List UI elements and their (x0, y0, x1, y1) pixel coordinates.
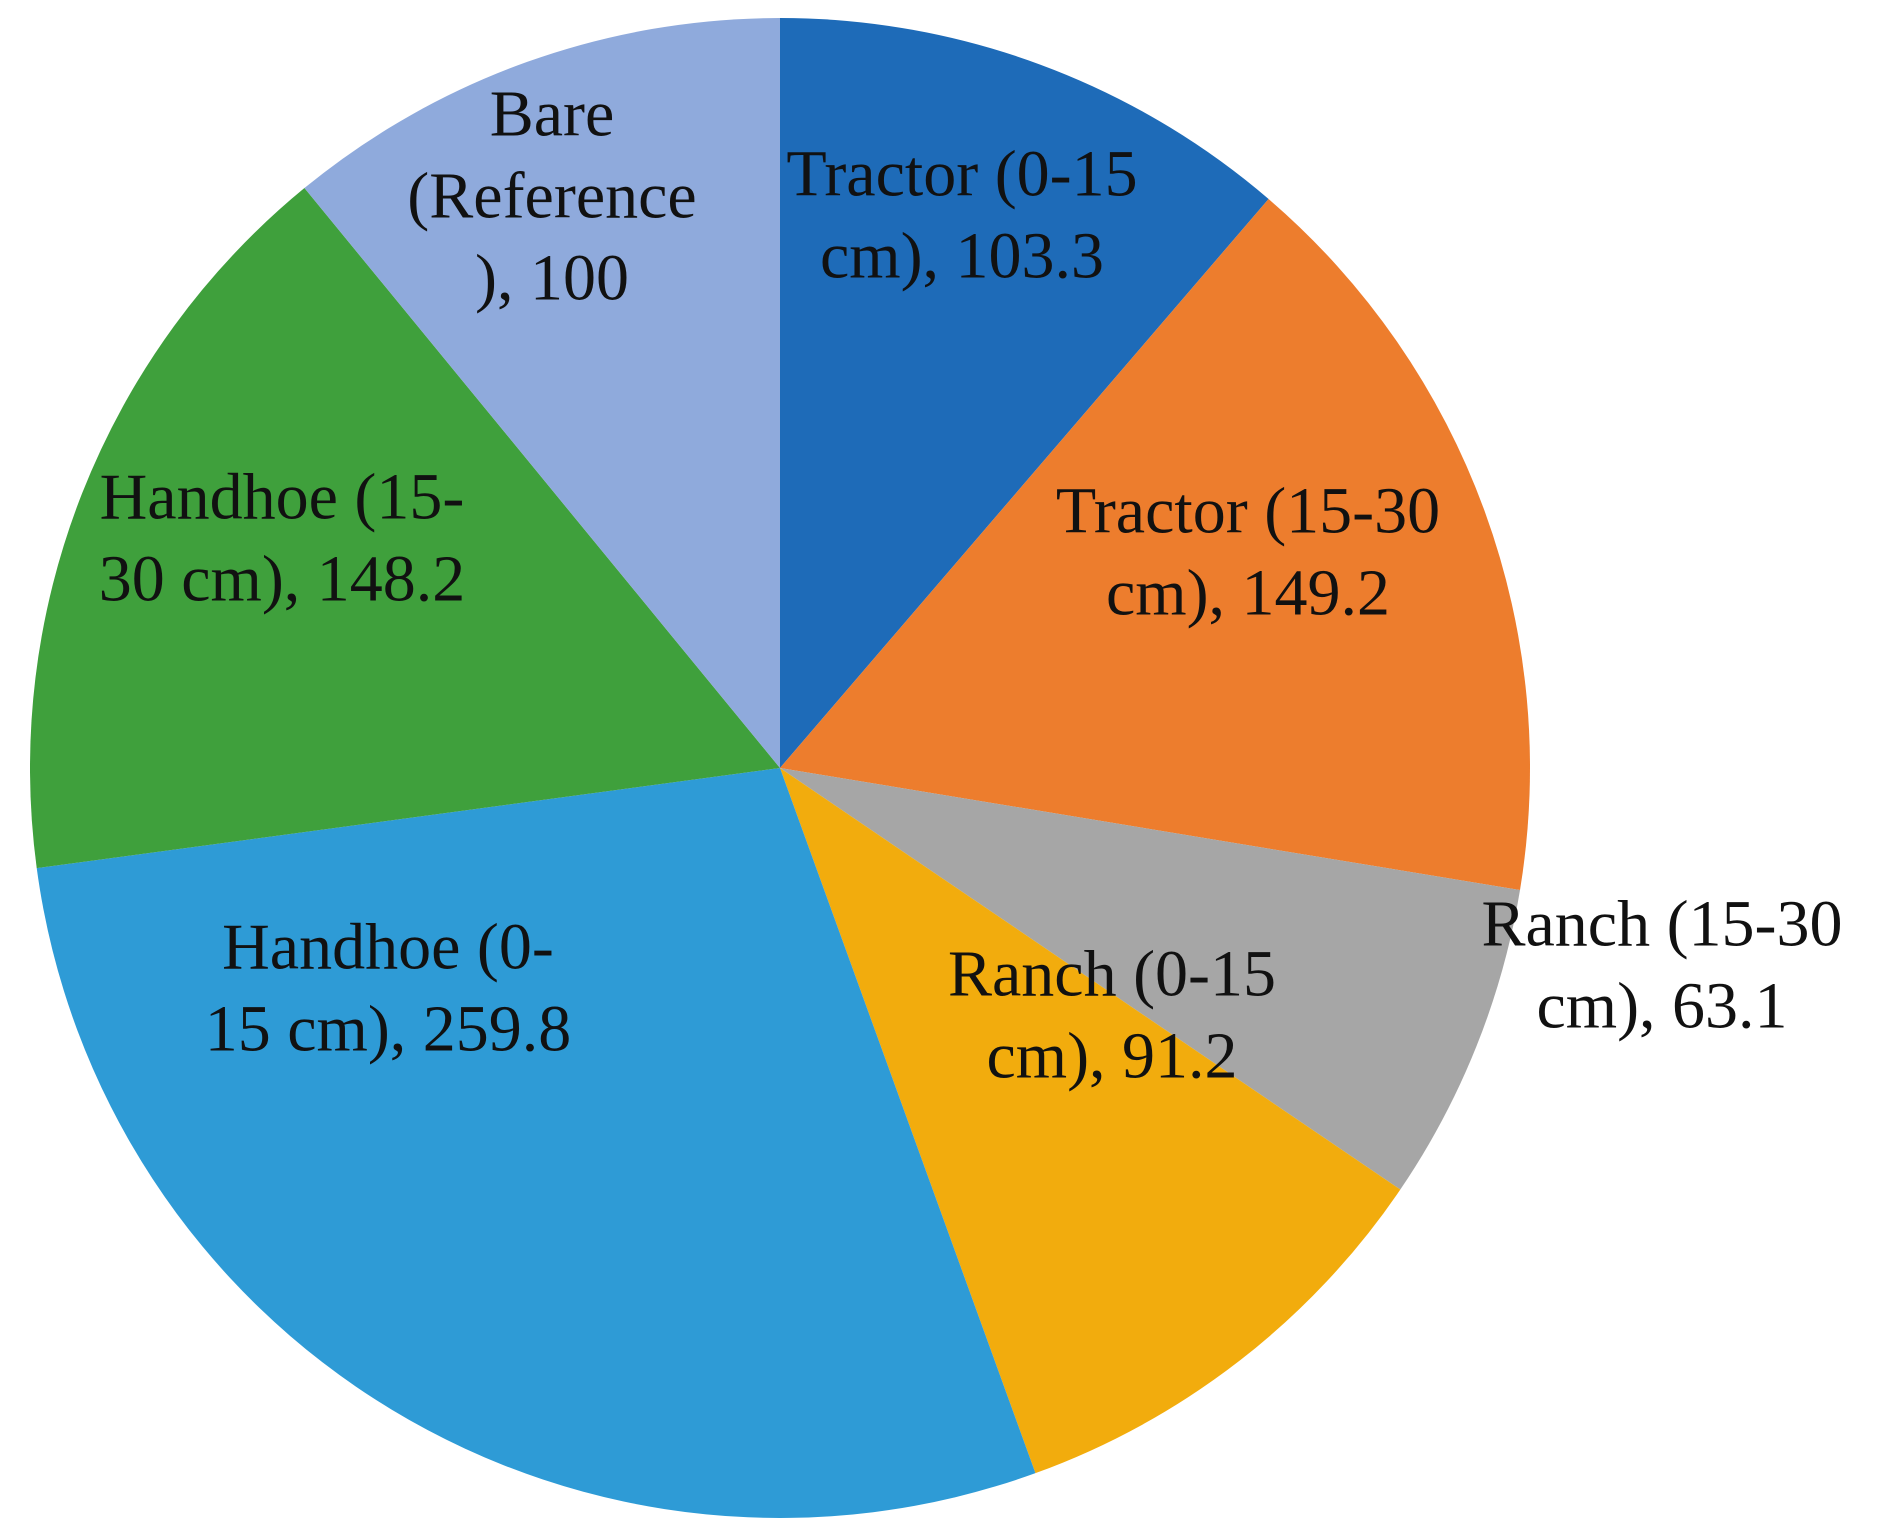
pie-slice-handhoe-0-15-cm (36, 768, 1036, 1518)
slice-label-tractor-15-30-cm: Tractor (15-30 cm), 149.2 (1056, 475, 1440, 630)
pie-slice-ranch-0-15-cm (780, 768, 1401, 1474)
slice-label-ranch-15-30-cm: Ranch (15-30 cm), 63.1 (1481, 888, 1842, 1043)
slice-label-bare-reference: Bare (Reference), 100 (407, 78, 696, 315)
pie-slice-tractor-15-30-cm (780, 198, 1530, 891)
pie-slice-handhoe-15-30-cm (30, 188, 780, 869)
pie-slice-bare-reference (304, 18, 780, 768)
slice-label-ranch-0-15-cm: Ranch (0-15 cm), 91.2 (948, 938, 1276, 1093)
slice-label-handhoe-15-30-cm: Handhoe (15-30 cm), 148.2 (99, 461, 466, 616)
pie-slice-tractor-0-15-cm (780, 18, 1269, 768)
slice-label-tractor-0-15-cm: Tractor (0-15 cm), 103.3 (786, 138, 1137, 293)
slice-label-handhoe-0-15-cm: Handhoe (0-15 cm), 259.8 (205, 911, 572, 1066)
pie-slice-ranch-15-30-cm (780, 768, 1520, 1190)
